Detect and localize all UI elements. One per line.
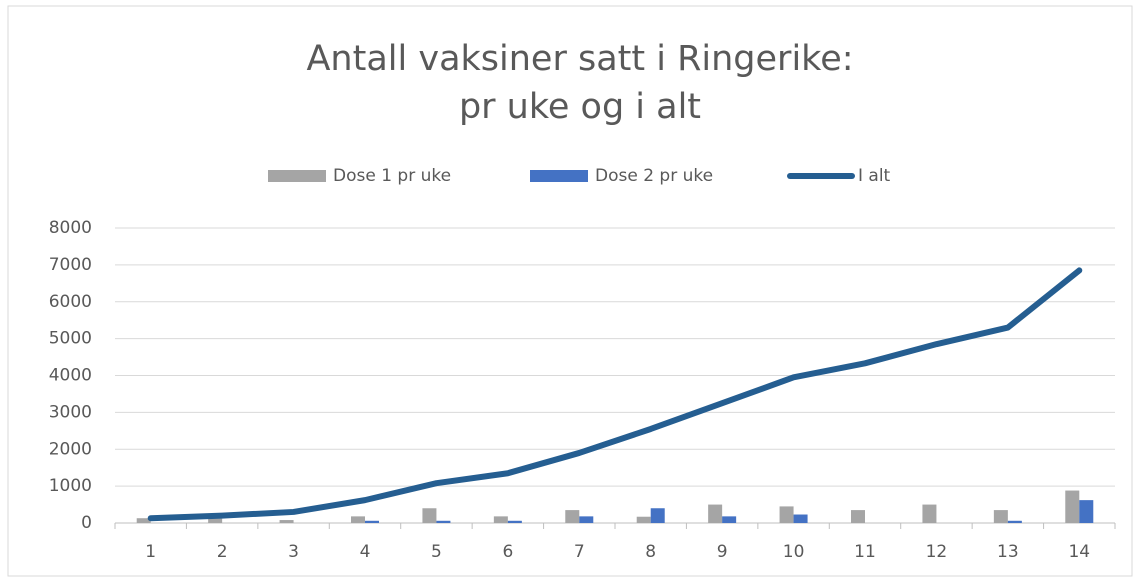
y-tick-label: 6000 <box>49 292 92 312</box>
chart-border <box>7 5 1133 577</box>
legend-swatch <box>268 170 326 182</box>
bar <box>208 518 223 523</box>
x-tick-label: 9 <box>717 542 728 562</box>
line <box>147 267 1083 522</box>
x-tick-label: 5 <box>431 542 442 562</box>
bar <box>1079 500 1094 523</box>
bar <box>136 518 151 523</box>
bar <box>579 516 594 523</box>
x-tick-label: 1 <box>145 542 156 562</box>
bar <box>1007 520 1022 523</box>
bar <box>779 506 794 523</box>
x-tick-label: 4 <box>360 542 371 562</box>
bar <box>636 516 651 523</box>
legend-label: I alt <box>858 166 891 186</box>
bar <box>650 508 665 523</box>
x-tick-label: 14 <box>1068 542 1090 562</box>
x-tick-label: 3 <box>288 542 299 562</box>
y-tick-label: 7000 <box>49 255 92 275</box>
legend-label: Dose 2 pr uke <box>595 166 713 186</box>
bar <box>351 516 365 523</box>
bar <box>851 510 865 523</box>
bar <box>993 510 1008 523</box>
y-tick-label: 1000 <box>49 476 92 496</box>
bar <box>722 516 737 523</box>
bar <box>565 510 580 523</box>
bar <box>493 516 508 523</box>
bar <box>279 520 294 523</box>
x-tick-label: 10 <box>783 542 805 562</box>
y-tick-label: 5000 <box>49 329 92 349</box>
x-tick-label: 11 <box>854 542 876 562</box>
bar <box>436 520 451 523</box>
y-tick-label: 3000 <box>49 402 92 422</box>
bar <box>793 514 808 523</box>
chart-title: pr uke og i alt <box>459 87 701 127</box>
y-tick-label: 2000 <box>49 439 92 459</box>
y-tick-label: 4000 <box>49 366 92 386</box>
x-tick-label: 13 <box>997 542 1019 562</box>
legend-label: Dose 1 pr uke <box>333 166 451 186</box>
bar <box>365 520 379 523</box>
x-tick-label: 2 <box>217 542 228 562</box>
legend-swatch <box>530 170 588 182</box>
x-tick-label: 8 <box>645 542 656 562</box>
bar <box>1065 490 1080 523</box>
bar <box>922 504 937 523</box>
bar <box>708 504 723 523</box>
x-tick-label: 7 <box>574 542 585 562</box>
y-tick-label: 0 <box>81 513 92 533</box>
y-tick-label: 8000 <box>49 218 92 238</box>
x-tick-label: 12 <box>926 542 948 562</box>
bar <box>422 508 437 523</box>
chart-title: Antall vaksiner satt i Ringerike: <box>306 39 853 79</box>
bar <box>507 520 522 523</box>
x-tick-label: 6 <box>502 542 513 562</box>
